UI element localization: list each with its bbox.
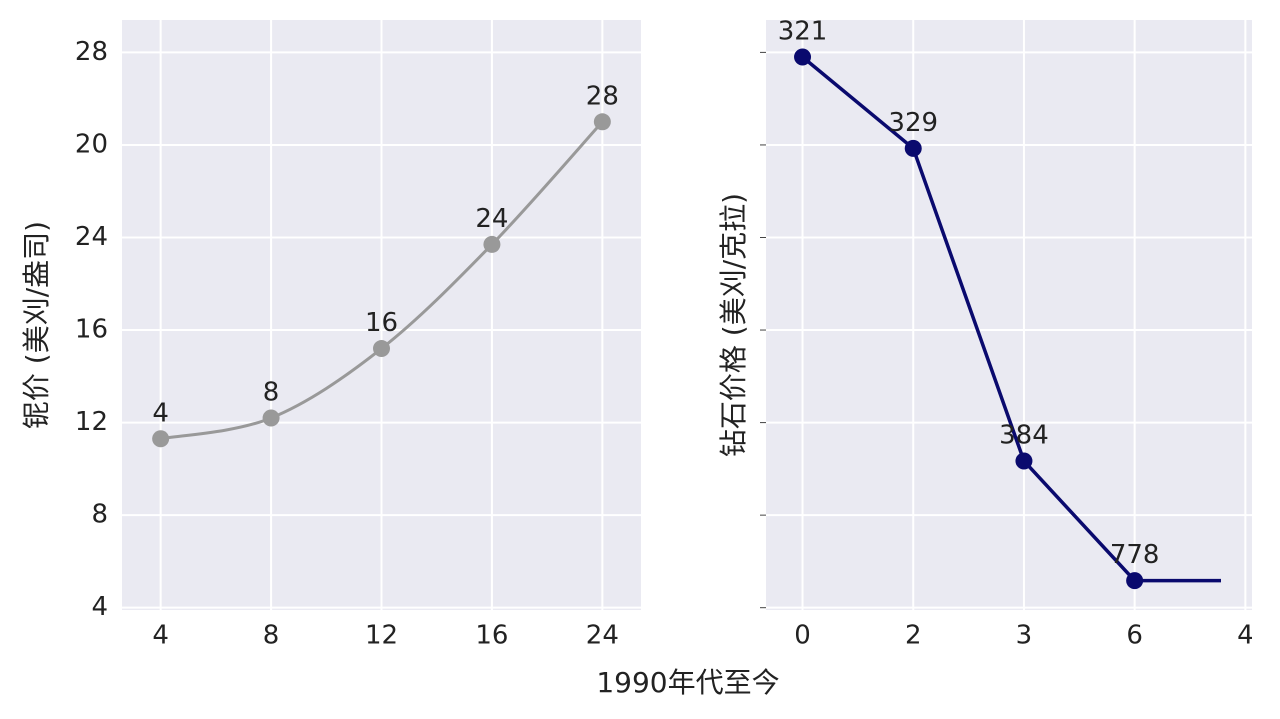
point-annotation: 28 xyxy=(586,81,619,111)
point-annotation: 778 xyxy=(1110,540,1160,570)
y-axis-label: 钻石价格 (美刈/克拉) xyxy=(717,193,750,457)
marker xyxy=(1126,572,1144,590)
x-tick-label: 4 xyxy=(152,621,169,651)
x-tick-label: 4 xyxy=(1237,621,1254,651)
point-annotation: 329 xyxy=(888,108,938,138)
y-tick-label: 4 xyxy=(91,592,108,622)
point-annotation: 4 xyxy=(152,398,169,428)
x-tick-label: 2 xyxy=(905,621,922,651)
y-tick-label: 8 xyxy=(91,500,108,530)
marker xyxy=(262,409,280,427)
point-annotation: 384 xyxy=(999,420,1049,450)
x-tick-label: 3 xyxy=(1016,621,1033,651)
x-tick-label: 0 xyxy=(794,621,811,651)
x-tick-label: 24 xyxy=(586,621,619,651)
y-tick-label: 24 xyxy=(75,222,108,252)
point-annotation: 321 xyxy=(778,17,828,47)
point-annotation: 8 xyxy=(263,377,280,407)
marker xyxy=(483,235,501,253)
marker xyxy=(1015,452,1033,470)
x-axis-label: 1990年代至今 xyxy=(596,666,779,699)
marker xyxy=(794,48,812,66)
y-tick-label: 20 xyxy=(75,129,108,159)
x-tick-label: 8 xyxy=(263,621,280,651)
y-tick-label: 28 xyxy=(75,37,108,67)
marker xyxy=(152,430,170,448)
marker xyxy=(373,340,390,358)
point-annotation: 16 xyxy=(365,308,398,338)
x-tick-label: 12 xyxy=(365,621,398,651)
x-tick-label: 16 xyxy=(475,621,508,651)
plot-area xyxy=(766,20,1252,610)
marker xyxy=(593,113,611,131)
x-tick-label: 6 xyxy=(1126,621,1143,651)
y-tick-label: 16 xyxy=(75,315,108,345)
marker xyxy=(904,139,922,157)
y-tick-label: 12 xyxy=(75,407,108,437)
y-axis-label: 铌价 (美刈/盎司) xyxy=(20,221,53,429)
point-annotation: 24 xyxy=(475,204,508,234)
